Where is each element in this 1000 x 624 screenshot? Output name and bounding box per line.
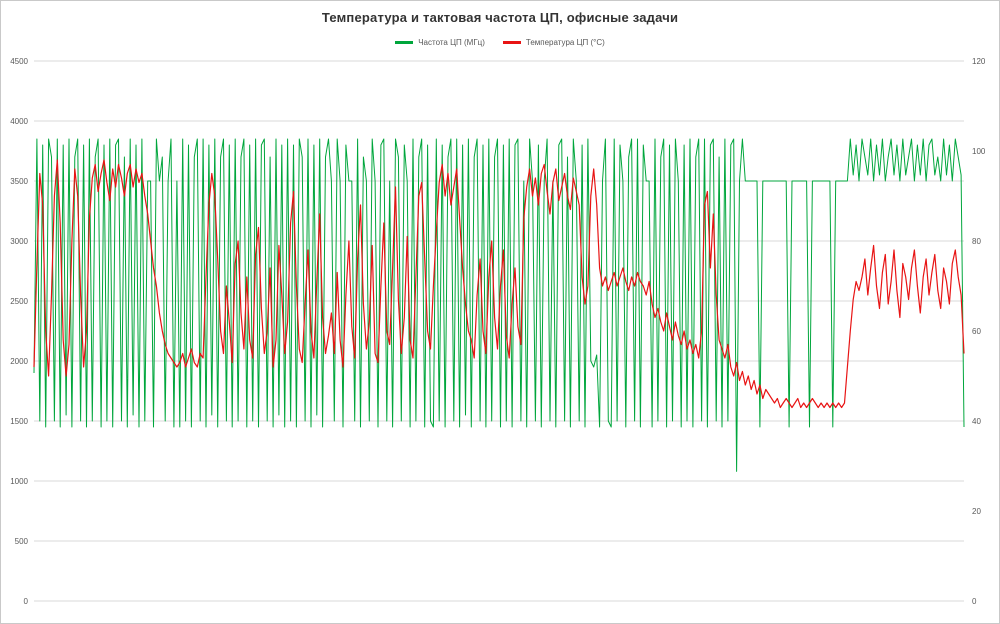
- temperature-series-swatch: [502, 41, 521, 44]
- legend-item-temperature[interactable]: Температура ЦП (°C): [502, 38, 605, 47]
- y-axis-right-tick-label: 20: [972, 507, 981, 516]
- y-axis-left-tick-label: 2000: [10, 357, 28, 366]
- y-axis-left-tick-label: 2500: [10, 297, 28, 306]
- y-axis-left-tick-label: 0: [24, 597, 29, 606]
- y-axis-left-tick-label: 1500: [10, 417, 28, 426]
- frequency-series-swatch: [395, 41, 414, 44]
- legend-label-temperature: Температура ЦП (°C): [525, 38, 605, 47]
- y-axis-right-tick-label: 60: [972, 327, 981, 336]
- y-axis-left-tick-label: 4500: [10, 57, 28, 66]
- y-axis-left-tick-label: 1000: [10, 477, 28, 486]
- y-axis-right-tick-label: 0: [972, 597, 977, 606]
- legend-item-frequency[interactable]: Частота ЦП (МГц): [395, 38, 485, 47]
- y-axis-left-tick-label: 3500: [10, 177, 28, 186]
- frequency-series-line: [33, 138, 965, 472]
- legend-label-frequency: Частота ЦП (МГц): [418, 38, 485, 47]
- y-axis-left-tick-label: 3000: [10, 237, 28, 246]
- y-axis-left-tick-label: 500: [15, 537, 29, 546]
- y-axis-right-tick-label: 40: [972, 417, 981, 426]
- chart-title: Температура и тактовая частота ЦП, офисн…: [321, 10, 679, 25]
- temperature-series-line: [33, 159, 965, 409]
- y-axis-right-tick-label: 100: [972, 147, 986, 156]
- y-axis-right-tick-label: 80: [972, 237, 981, 246]
- y-axis-right-tick-label: 120: [972, 57, 986, 66]
- y-axis-left-tick-label: 4000: [10, 117, 28, 126]
- legend: Частота ЦП (МГц) Температура ЦП (°C): [1, 38, 999, 47]
